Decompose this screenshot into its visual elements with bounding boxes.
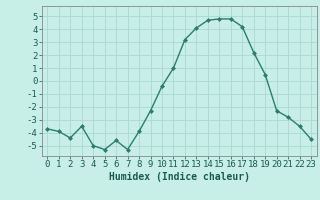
- X-axis label: Humidex (Indice chaleur): Humidex (Indice chaleur): [109, 172, 250, 182]
